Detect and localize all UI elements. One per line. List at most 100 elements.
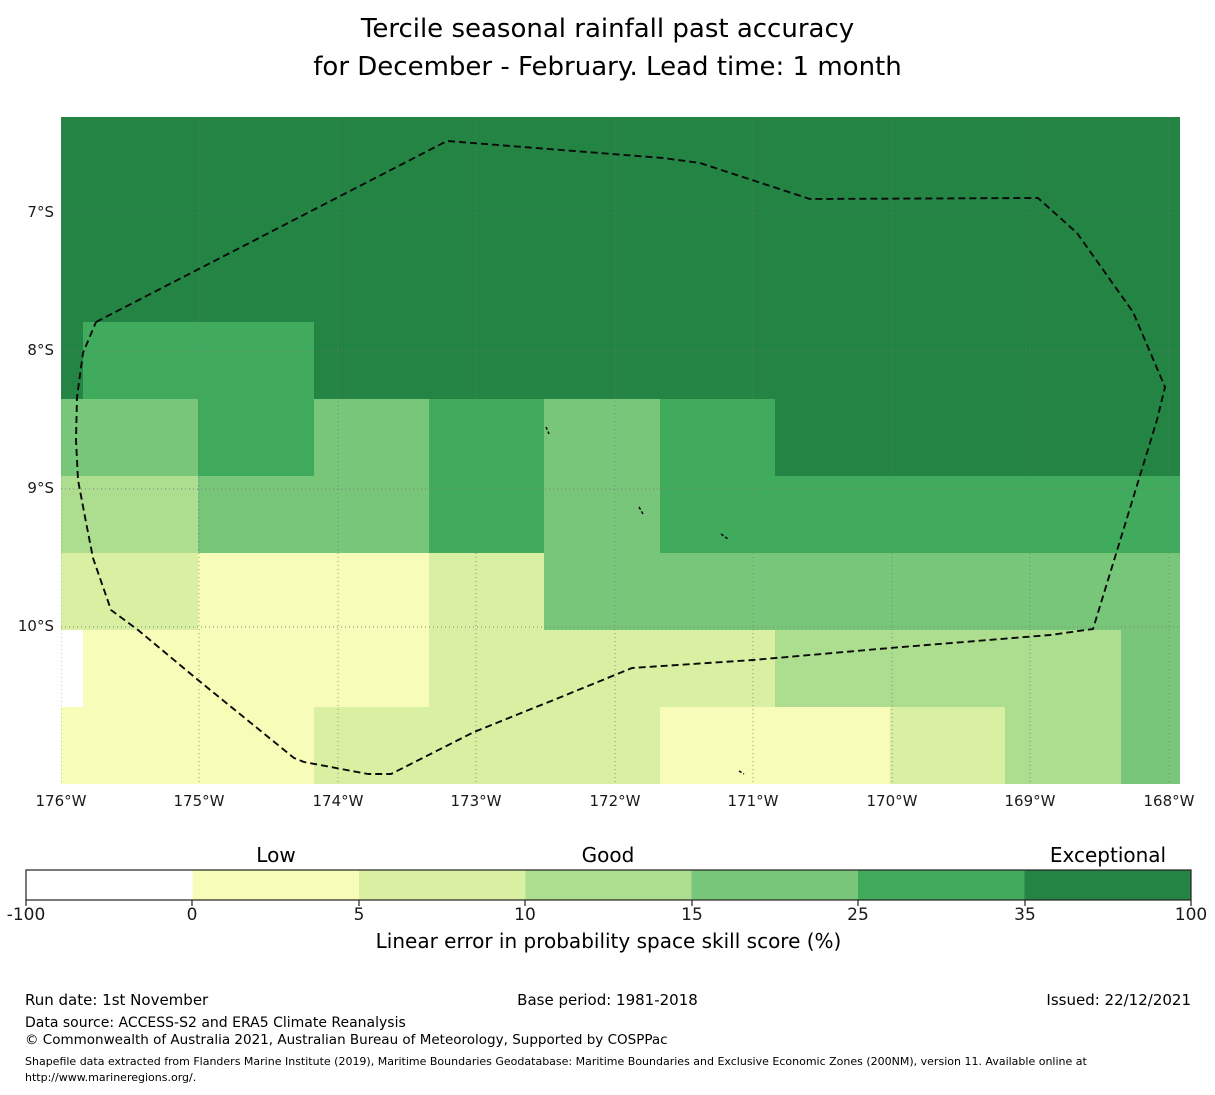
- colorbar-category-label: Exceptional: [1049, 843, 1167, 867]
- map-cell: [198, 399, 314, 476]
- map-cell: [314, 553, 429, 630]
- map-cell: [660, 630, 775, 707]
- map-cell: [775, 707, 890, 784]
- islet-mark: [638, 506, 644, 515]
- longitude-tick-label: 174°W: [312, 792, 364, 810]
- map-cell: [61, 476, 83, 553]
- longitude-tick-label: 168°W: [1143, 792, 1195, 810]
- map-cell: [314, 707, 429, 784]
- map-cell: [61, 630, 83, 707]
- data-source-text: Data source: ACCESS-S2 and ERA5 Climate …: [25, 1015, 406, 1031]
- map-cell: [1005, 707, 1121, 784]
- map-cell: [429, 553, 544, 630]
- map-cell: [429, 399, 544, 476]
- colorbar-segment: [525, 870, 692, 900]
- map-cell: [890, 476, 1005, 553]
- map-cell: [429, 322, 544, 399]
- map-cell: [429, 117, 544, 322]
- map-cell: [314, 399, 429, 476]
- map-cell: [660, 117, 775, 322]
- map-cell: [1005, 630, 1121, 707]
- map-cell: [890, 322, 1005, 399]
- map-cell: [83, 117, 198, 322]
- colorbar-tick-value: 15: [681, 905, 703, 925]
- map-cell: [544, 476, 660, 553]
- colorbar-tick-value: 10: [514, 905, 536, 925]
- map-cell: [544, 707, 660, 784]
- map-cell: [544, 553, 660, 630]
- map-cell: [83, 707, 198, 784]
- colorbar-frame: [25, 869, 1192, 901]
- islet-mark: [720, 533, 729, 540]
- map-cell: [544, 117, 660, 322]
- colorbar-axis-label: Linear error in probability space skill …: [375, 929, 842, 953]
- shapefile-attribution-line1: Shapefile data extracted from Flanders M…: [25, 1055, 1087, 1068]
- map-cell: [890, 707, 1005, 784]
- map-cell: [660, 399, 775, 476]
- colorbar-tick-value: 0: [186, 905, 198, 925]
- map-cell: [775, 322, 890, 399]
- map-cell: [775, 553, 890, 630]
- longitude-tick-label: 170°W: [866, 792, 918, 810]
- latitude-tick-label: 9°S: [27, 479, 54, 497]
- map-cell: [314, 117, 429, 322]
- colorbar-segment: [858, 870, 1025, 900]
- colorbar-tick-value: -100: [6, 905, 46, 925]
- map-cell: [1121, 476, 1180, 553]
- map-cell: [1121, 399, 1180, 476]
- map-cell: [660, 476, 775, 553]
- issued-date-text: Issued: 22/12/2021: [1046, 991, 1191, 1009]
- map-cell: [314, 630, 429, 707]
- map-cell: [544, 322, 660, 399]
- map-cell: [544, 630, 660, 707]
- colorbar-segment: [26, 870, 193, 900]
- colorbar-segment: [192, 870, 359, 900]
- colorbar-tick-value: 100: [1174, 905, 1208, 925]
- chart-title-line1: Tercile seasonal rainfall past accuracy: [360, 14, 855, 44]
- shapefile-attribution-line2: http://www.marineregions.org/.: [25, 1071, 197, 1084]
- map-cell: [83, 399, 198, 476]
- run-date-text: Run date: 1st November: [25, 991, 209, 1009]
- map-cell: [1121, 630, 1180, 707]
- map-cell: [775, 476, 890, 553]
- map-cell: [1121, 707, 1180, 784]
- colorbar-tick-value: 25: [847, 905, 869, 925]
- map-cell: [775, 117, 890, 322]
- map-cell: [429, 476, 544, 553]
- latitude-tick-label: 8°S: [27, 341, 54, 359]
- map-cell: [314, 476, 429, 553]
- colorbar-segment: [1024, 870, 1191, 900]
- map-cell: [61, 322, 83, 399]
- colorbar-tick-value: 5: [353, 905, 365, 925]
- longitude-tick-label: 171°W: [727, 792, 779, 810]
- map-cell: [1121, 553, 1180, 630]
- map-cell: [1005, 553, 1121, 630]
- map-cell: [1005, 322, 1121, 399]
- map-cell: [198, 630, 314, 707]
- colorbar-category-label: Good: [581, 843, 635, 867]
- longitude-tick-label: 175°W: [173, 792, 225, 810]
- base-period-text: Base period: 1981-2018: [517, 991, 698, 1009]
- map-cell: [198, 707, 314, 784]
- map-cell: [83, 322, 198, 399]
- chart-title: Tercile seasonal rainfall past accuracy …: [0, 10, 1215, 86]
- map-cell-grid: [61, 117, 1180, 784]
- map-cell: [890, 553, 1005, 630]
- map-cell: [660, 322, 775, 399]
- map-cell: [544, 399, 660, 476]
- map-cell: [198, 553, 314, 630]
- islet-mark: [545, 426, 550, 435]
- chart-title-line2: for December - February. Lead time: 1 mo…: [313, 52, 902, 82]
- map-cell: [61, 399, 83, 476]
- map-cell: [314, 322, 429, 399]
- map-cell: [1005, 476, 1121, 553]
- map-cell: [775, 399, 890, 476]
- map-cell: [660, 553, 775, 630]
- colorbar-segment: [358, 870, 526, 900]
- map-cell: [198, 476, 314, 553]
- map-cell: [83, 630, 198, 707]
- longitude-tick-label: 169°W: [1004, 792, 1056, 810]
- map-cell: [775, 630, 890, 707]
